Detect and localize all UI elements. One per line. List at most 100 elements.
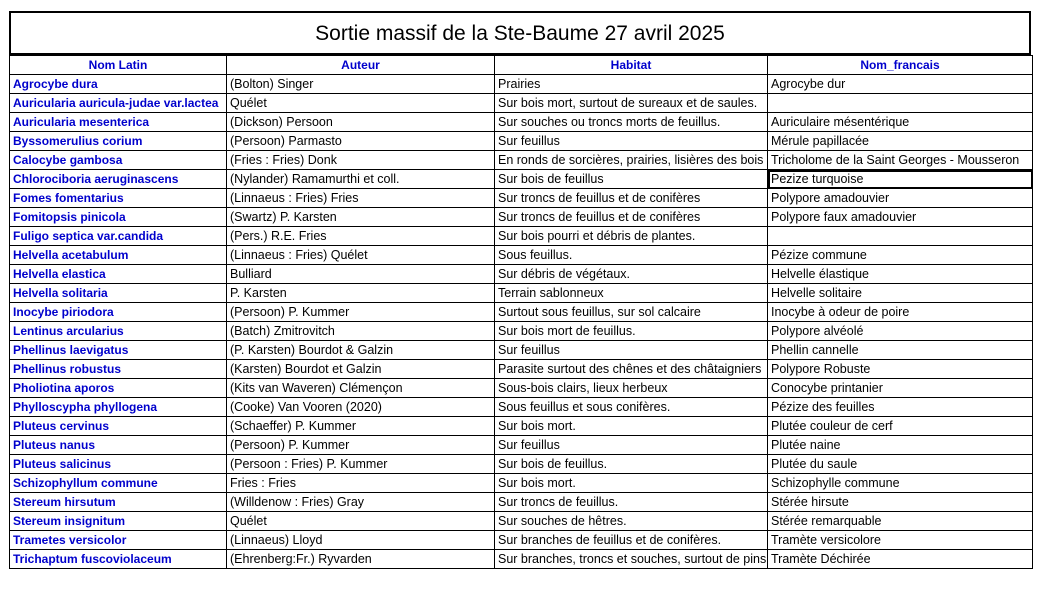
- cell-habitat[interactable]: Sur bois de feuillus.: [494, 454, 768, 474]
- cell-nom-francais[interactable]: Phellin cannelle: [767, 340, 1033, 360]
- cell-habitat[interactable]: Sur feuillus: [494, 435, 768, 455]
- cell-habitat[interactable]: Sur feuillus: [494, 131, 768, 151]
- cell-habitat[interactable]: Sous feuillus et sous conifères.: [494, 397, 768, 417]
- cell-habitat[interactable]: Sur troncs de feuillus et de conifères: [494, 188, 768, 208]
- cell-nom-francais[interactable]: Stérée remarquable: [767, 511, 1033, 531]
- cell-nom-francais[interactable]: Helvelle élastique: [767, 264, 1033, 284]
- cell-nom-latin[interactable]: Auricularia mesenterica: [9, 112, 227, 132]
- cell-nom-latin[interactable]: Byssomerulius corium: [9, 131, 227, 151]
- cell-nom-francais[interactable]: Tramète versicolore: [767, 530, 1033, 550]
- cell-habitat[interactable]: Sur bois de feuillus: [494, 169, 768, 189]
- cell-auteur[interactable]: P. Karsten: [226, 283, 495, 303]
- cell-nom-francais[interactable]: Pézize commune: [767, 245, 1033, 265]
- cell-auteur[interactable]: (Kits van Waveren) Clémençon: [226, 378, 495, 398]
- cell-nom-latin[interactable]: Agrocybe dura: [9, 74, 227, 94]
- cell-auteur[interactable]: (Persoon) P. Kummer: [226, 435, 495, 455]
- cell-nom-latin[interactable]: Phellinus laevigatus: [9, 340, 227, 360]
- header-auteur[interactable]: Auteur: [226, 55, 495, 75]
- cell-nom-latin[interactable]: Trichaptum fuscoviolaceum: [9, 549, 227, 569]
- cell-habitat[interactable]: Sur débris de végétaux.: [494, 264, 768, 284]
- cell-nom-francais[interactable]: Agrocybe dur: [767, 74, 1033, 94]
- cell-nom-francais[interactable]: Plutée couleur de cerf: [767, 416, 1033, 436]
- cell-habitat[interactable]: En ronds de sorcières, prairies, lisière…: [494, 150, 768, 170]
- cell-auteur[interactable]: (Cooke) Van Vooren (2020): [226, 397, 495, 417]
- cell-auteur[interactable]: (Ehrenberg:Fr.) Ryvarden: [226, 549, 495, 569]
- cell-nom-latin[interactable]: Helvella elastica: [9, 264, 227, 284]
- cell-auteur[interactable]: Quélet: [226, 93, 495, 113]
- cell-nom-francais[interactable]: [767, 93, 1033, 113]
- cell-nom-latin[interactable]: Inocybe piriodora: [9, 302, 227, 322]
- cell-habitat[interactable]: Prairies: [494, 74, 768, 94]
- cell-habitat[interactable]: Terrain sablonneux: [494, 283, 768, 303]
- cell-habitat[interactable]: Sous-bois clairs, lieux herbeux: [494, 378, 768, 398]
- cell-nom-francais[interactable]: Stérée hirsute: [767, 492, 1033, 512]
- sheet-title[interactable]: Sortie massif de la Ste-Baume 27 avril 2…: [9, 11, 1031, 55]
- cell-auteur[interactable]: (Fries : Fries) Donk: [226, 150, 495, 170]
- cell-nom-francais[interactable]: [767, 226, 1033, 246]
- cell-auteur[interactable]: (Batch) Zmitrovitch: [226, 321, 495, 341]
- header-nom-francais[interactable]: Nom_francais: [767, 55, 1033, 75]
- cell-auteur[interactable]: (Bolton) Singer: [226, 74, 495, 94]
- cell-auteur[interactable]: (Swartz) P. Karsten: [226, 207, 495, 227]
- cell-nom-latin[interactable]: Fuligo septica var.candida: [9, 226, 227, 246]
- cell-auteur[interactable]: (P. Karsten) Bourdot & Galzin: [226, 340, 495, 360]
- cell-habitat[interactable]: Sur branches de feuillus et de conifères…: [494, 530, 768, 550]
- cell-nom-francais[interactable]: Tricholome de la Saint Georges - Mousser…: [767, 150, 1033, 170]
- cell-nom-latin[interactable]: Pluteus cervinus: [9, 416, 227, 436]
- cell-nom-latin[interactable]: Helvella acetabulum: [9, 245, 227, 265]
- cell-nom-francais[interactable]: Polypore Robuste: [767, 359, 1033, 379]
- cell-habitat[interactable]: Sur bois mort.: [494, 473, 768, 493]
- cell-nom-latin[interactable]: Auricularia auricula-judae var.lactea: [9, 93, 227, 113]
- cell-auteur[interactable]: (Pers.) R.E. Fries: [226, 226, 495, 246]
- cell-habitat[interactable]: Sur troncs de feuillus.: [494, 492, 768, 512]
- cell-habitat[interactable]: Sur bois mort, surtout de sureaux et de …: [494, 93, 768, 113]
- cell-habitat[interactable]: Sur souches de hêtres.: [494, 511, 768, 531]
- cell-habitat[interactable]: Sur bois mort de feuillus.: [494, 321, 768, 341]
- cell-nom-francais[interactable]: Pezize turquoise: [767, 169, 1033, 189]
- cell-nom-latin[interactable]: Stereum insignitum: [9, 511, 227, 531]
- cell-nom-latin[interactable]: Trametes versicolor: [9, 530, 227, 550]
- cell-nom-francais[interactable]: Helvelle solitaire: [767, 283, 1033, 303]
- cell-auteur[interactable]: (Linnaeus) Lloyd: [226, 530, 495, 550]
- header-habitat[interactable]: Habitat: [494, 55, 768, 75]
- cell-nom-francais[interactable]: Plutée naine: [767, 435, 1033, 455]
- cell-auteur[interactable]: (Persoon) Parmasto: [226, 131, 495, 151]
- cell-auteur[interactable]: (Linnaeus : Fries) Fries: [226, 188, 495, 208]
- cell-nom-latin[interactable]: Phellinus robustus: [9, 359, 227, 379]
- cell-nom-francais[interactable]: Auriculaire mésentérique: [767, 112, 1033, 132]
- cell-habitat[interactable]: Sur feuillus: [494, 340, 768, 360]
- cell-nom-francais[interactable]: Conocybe printanier: [767, 378, 1033, 398]
- cell-nom-latin[interactable]: Fomitopsis pinicola: [9, 207, 227, 227]
- cell-habitat[interactable]: Sous feuillus.: [494, 245, 768, 265]
- cell-auteur[interactable]: (Persoon) P. Kummer: [226, 302, 495, 322]
- cell-auteur[interactable]: (Linnaeus : Fries) Quélet: [226, 245, 495, 265]
- cell-auteur[interactable]: Fries : Fries: [226, 473, 495, 493]
- cell-auteur[interactable]: (Dickson) Persoon: [226, 112, 495, 132]
- cell-auteur[interactable]: (Karsten) Bourdot et Galzin: [226, 359, 495, 379]
- cell-nom-francais[interactable]: Plutée du saule: [767, 454, 1033, 474]
- cell-habitat[interactable]: Surtout sous feuillus, sur sol calcaire: [494, 302, 768, 322]
- cell-habitat[interactable]: Sur branches, troncs et souches, surtout…: [494, 549, 768, 569]
- cell-auteur[interactable]: (Nylander) Ramamurthi et coll.: [226, 169, 495, 189]
- cell-auteur[interactable]: Quélet: [226, 511, 495, 531]
- cell-nom-latin[interactable]: Calocybe gambosa: [9, 150, 227, 170]
- cell-auteur[interactable]: (Schaeffer) P. Kummer: [226, 416, 495, 436]
- cell-nom-francais[interactable]: Polypore alvéolé: [767, 321, 1033, 341]
- cell-habitat[interactable]: Sur souches ou troncs morts de feuillus.: [494, 112, 768, 132]
- cell-nom-latin[interactable]: Helvella solitaria: [9, 283, 227, 303]
- cell-nom-latin[interactable]: Lentinus arcularius: [9, 321, 227, 341]
- cell-habitat[interactable]: Sur bois pourri et débris de plantes.: [494, 226, 768, 246]
- cell-nom-latin[interactable]: Schizophyllum commune: [9, 473, 227, 493]
- cell-nom-latin[interactable]: Stereum hirsutum: [9, 492, 227, 512]
- cell-nom-francais[interactable]: Polypore faux amadouvier: [767, 207, 1033, 227]
- cell-habitat[interactable]: Sur bois mort.: [494, 416, 768, 436]
- cell-auteur[interactable]: (Persoon : Fries) P. Kummer: [226, 454, 495, 474]
- cell-nom-latin[interactable]: Phylloscypha phyllogena: [9, 397, 227, 417]
- cell-auteur[interactable]: Bulliard: [226, 264, 495, 284]
- cell-habitat[interactable]: Parasite surtout des chênes et des châta…: [494, 359, 768, 379]
- cell-nom-latin[interactable]: Pholiotina aporos: [9, 378, 227, 398]
- cell-nom-francais[interactable]: Mérule papillacée: [767, 131, 1033, 151]
- cell-auteur[interactable]: (Willdenow : Fries) Gray: [226, 492, 495, 512]
- cell-nom-latin[interactable]: Pluteus salicinus: [9, 454, 227, 474]
- cell-nom-francais[interactable]: Inocybe à odeur de poire: [767, 302, 1033, 322]
